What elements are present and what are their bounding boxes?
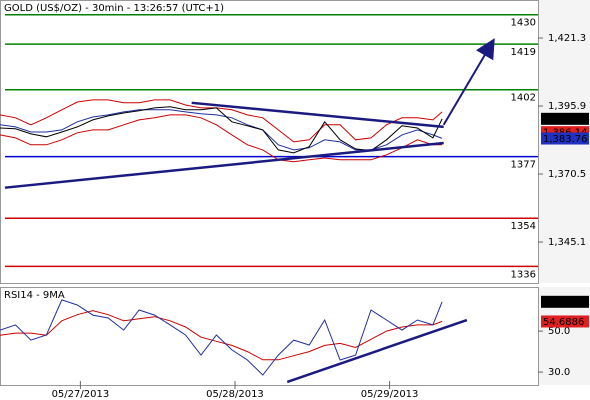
plot-frame — [0, 0, 539, 284]
y-tick-label: 50.0 — [548, 326, 570, 337]
value-box — [541, 295, 589, 308]
y-tick-label: 1,345.1 — [548, 237, 586, 248]
value-box — [541, 132, 589, 145]
y-tick-label: 1,395.9 — [548, 101, 586, 112]
chart-title: GOLD (US$/OZ) - 30min - 13:26:57 (UTC+1) — [4, 3, 224, 14]
level-label: 1377 — [511, 160, 536, 171]
value-box-label: 1,383.76 — [543, 134, 588, 145]
level-label: 1402 — [511, 93, 536, 104]
x-tick-label: 05/29/2013 — [361, 389, 419, 400]
value-box — [541, 112, 589, 125]
x-tick-label: 05/27/2013 — [52, 389, 110, 400]
series-line — [0, 299, 443, 376]
value-box-label: 64.2794 — [543, 297, 584, 308]
series-line — [0, 310, 443, 361]
series-line — [0, 114, 443, 163]
value-box-label: 1,391.12 — [543, 114, 588, 125]
series-line — [0, 99, 443, 143]
value-box — [541, 315, 589, 328]
trend-line — [191, 101, 444, 129]
level-label: 1430 — [511, 18, 536, 29]
level-label: 1419 — [511, 47, 536, 58]
trend-line — [4, 141, 444, 189]
y-tick-label: 1,421.3 — [548, 33, 586, 44]
y-tick-label: 1,370.5 — [548, 169, 586, 180]
level-label: 1354 — [511, 221, 536, 232]
chart-title: RSI14 - 9MA — [4, 290, 65, 301]
value-box-label: 54.6886 — [543, 317, 584, 328]
arrow — [442, 38, 495, 126]
y-tick-label: 30.0 — [548, 367, 570, 378]
plot-frame — [0, 287, 539, 386]
level-label: 1336 — [511, 269, 536, 280]
x-tick-label: 05/28/2013 — [206, 389, 264, 400]
trend-line — [286, 318, 468, 384]
